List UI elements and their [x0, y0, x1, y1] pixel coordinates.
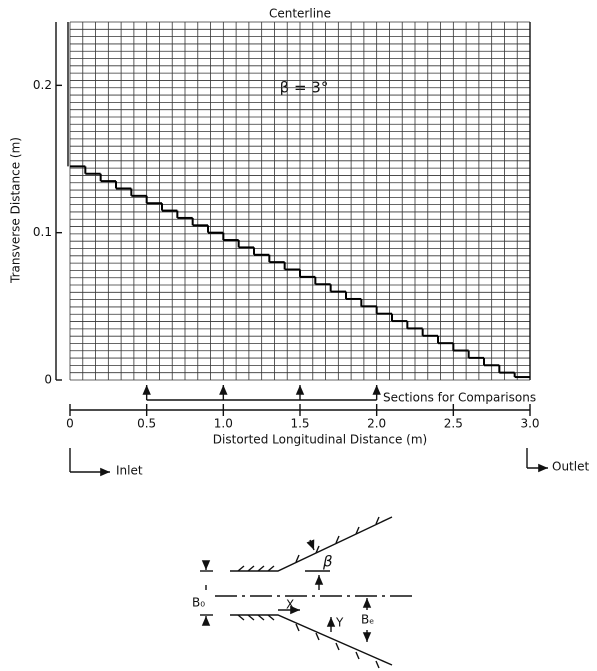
x-tick-label: 2.5 [444, 417, 463, 431]
x-tick-label: 0.5 [137, 417, 156, 431]
y-tick-label: 0.1 [33, 225, 52, 239]
sketch: β B₀ X Y Bₑ [192, 516, 415, 669]
x-tick-label: 3.0 [520, 417, 539, 431]
x-tick-label: 1.0 [214, 417, 233, 431]
x-axis-symbol: X [286, 598, 294, 612]
x-tick-label: 0 [66, 417, 74, 431]
exit-width-label: Bₑ [361, 613, 374, 627]
sections-label: Sections for Comparisons [383, 391, 536, 405]
x-tick-label: 2.0 [367, 417, 386, 431]
angle-label: β [322, 553, 333, 571]
x-tick-label: 1.5 [290, 417, 309, 431]
y-tick-label: 0.2 [33, 78, 52, 92]
inlet-width-label: B₀ [192, 596, 205, 610]
inlet-label: Inlet [116, 464, 143, 478]
y-tick-label: 0 [44, 373, 52, 387]
y-axis-label: Transverse Distance (m) [9, 137, 23, 284]
y-axis-symbol: Y [335, 616, 344, 630]
x-axis-label: Distorted Longitudinal Distance (m) [213, 433, 427, 447]
chart-title: Centerline [269, 7, 331, 21]
outlet-label: Outlet [552, 460, 589, 474]
